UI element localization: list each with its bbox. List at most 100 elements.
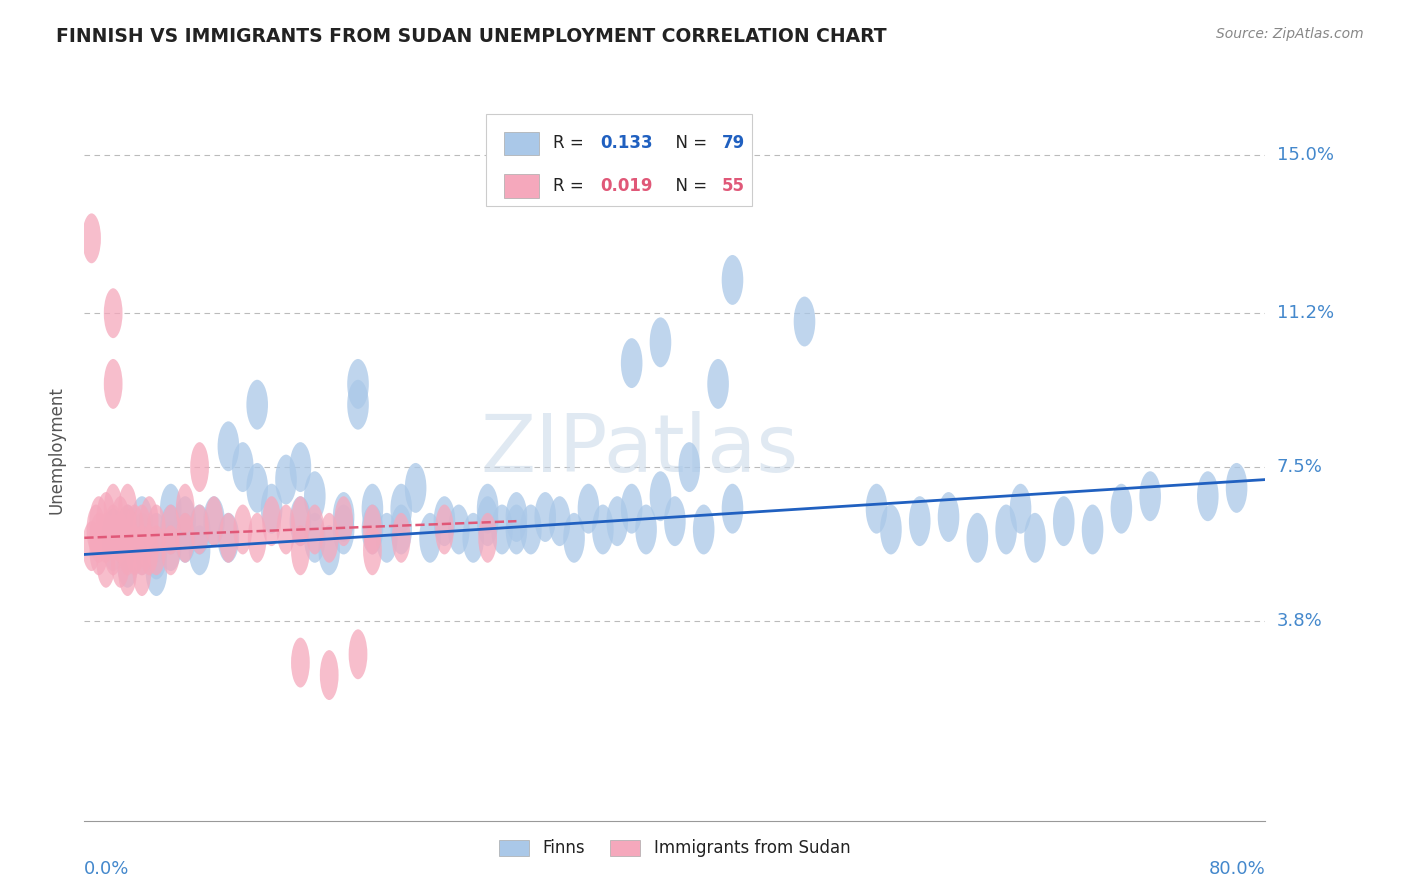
Text: R =: R = [553, 177, 589, 194]
Ellipse shape [246, 463, 269, 513]
FancyBboxPatch shape [486, 113, 752, 206]
Ellipse shape [636, 505, 657, 555]
Ellipse shape [347, 380, 368, 430]
Ellipse shape [534, 492, 555, 542]
Ellipse shape [721, 255, 744, 305]
Text: 11.2%: 11.2% [1277, 304, 1334, 322]
Ellipse shape [260, 483, 283, 533]
Ellipse shape [794, 296, 815, 346]
Ellipse shape [90, 496, 108, 546]
Ellipse shape [477, 483, 499, 533]
Ellipse shape [148, 505, 166, 555]
FancyBboxPatch shape [503, 174, 538, 197]
Ellipse shape [995, 505, 1017, 555]
Ellipse shape [218, 421, 239, 471]
Ellipse shape [104, 525, 122, 575]
Ellipse shape [693, 505, 714, 555]
Ellipse shape [333, 505, 354, 555]
Ellipse shape [276, 455, 297, 505]
Ellipse shape [146, 513, 167, 563]
Ellipse shape [433, 496, 456, 546]
Ellipse shape [1024, 513, 1046, 563]
Ellipse shape [188, 505, 211, 555]
Ellipse shape [349, 630, 367, 679]
Ellipse shape [361, 505, 384, 555]
Ellipse shape [319, 650, 339, 700]
Ellipse shape [304, 471, 326, 521]
Ellipse shape [146, 546, 167, 596]
Ellipse shape [97, 513, 115, 563]
Ellipse shape [132, 505, 152, 555]
Ellipse shape [319, 513, 339, 563]
Ellipse shape [463, 513, 484, 563]
Ellipse shape [117, 517, 138, 567]
Text: Source: ZipAtlas.com: Source: ZipAtlas.com [1216, 27, 1364, 41]
Ellipse shape [938, 492, 959, 542]
Ellipse shape [419, 513, 441, 563]
Ellipse shape [132, 525, 152, 575]
Text: 0.0%: 0.0% [84, 860, 129, 878]
Ellipse shape [305, 505, 325, 555]
Ellipse shape [1010, 483, 1032, 533]
Ellipse shape [174, 496, 195, 546]
Ellipse shape [291, 496, 309, 546]
Ellipse shape [263, 496, 281, 546]
Ellipse shape [117, 538, 138, 588]
Ellipse shape [880, 505, 901, 555]
Ellipse shape [104, 288, 122, 338]
Text: 55: 55 [723, 177, 745, 194]
Ellipse shape [721, 483, 744, 533]
Ellipse shape [82, 213, 101, 263]
Ellipse shape [97, 492, 115, 542]
Text: 7.5%: 7.5% [1277, 458, 1323, 476]
Ellipse shape [190, 442, 209, 492]
Text: 0.019: 0.019 [600, 177, 652, 194]
Ellipse shape [118, 505, 136, 555]
Ellipse shape [290, 442, 311, 492]
Ellipse shape [1053, 496, 1074, 546]
Ellipse shape [363, 505, 382, 555]
Text: 80.0%: 80.0% [1209, 860, 1265, 878]
Text: ZIPatlas: ZIPatlas [481, 411, 799, 490]
Ellipse shape [679, 442, 700, 492]
Ellipse shape [131, 525, 153, 575]
Ellipse shape [491, 505, 513, 555]
Text: 3.8%: 3.8% [1277, 612, 1322, 630]
Ellipse shape [104, 483, 122, 533]
Ellipse shape [318, 525, 340, 575]
Ellipse shape [218, 513, 239, 563]
Ellipse shape [118, 546, 136, 596]
Ellipse shape [664, 496, 686, 546]
Ellipse shape [160, 505, 181, 555]
Ellipse shape [90, 525, 108, 575]
Ellipse shape [866, 483, 887, 533]
Ellipse shape [233, 505, 252, 555]
Ellipse shape [391, 483, 412, 533]
Ellipse shape [477, 496, 499, 546]
Ellipse shape [290, 496, 311, 546]
Ellipse shape [118, 483, 136, 533]
Ellipse shape [707, 359, 728, 409]
Ellipse shape [246, 380, 269, 430]
Ellipse shape [621, 483, 643, 533]
Ellipse shape [391, 505, 412, 555]
Text: 79: 79 [723, 135, 745, 153]
Ellipse shape [247, 513, 267, 563]
Text: N =: N = [665, 177, 713, 194]
Ellipse shape [333, 492, 354, 542]
Ellipse shape [174, 513, 195, 563]
Ellipse shape [90, 513, 108, 563]
Ellipse shape [1197, 471, 1219, 521]
Ellipse shape [1111, 483, 1132, 533]
Ellipse shape [291, 638, 309, 688]
Ellipse shape [162, 525, 180, 575]
Text: N =: N = [665, 135, 713, 153]
Y-axis label: Unemployment: Unemployment [48, 386, 66, 515]
Text: R =: R = [553, 135, 589, 153]
Ellipse shape [188, 525, 211, 575]
Ellipse shape [650, 318, 671, 368]
Ellipse shape [148, 525, 166, 575]
Legend: Finns, Immigrants from Sudan: Finns, Immigrants from Sudan [492, 833, 858, 864]
Ellipse shape [118, 525, 136, 575]
Ellipse shape [564, 513, 585, 563]
